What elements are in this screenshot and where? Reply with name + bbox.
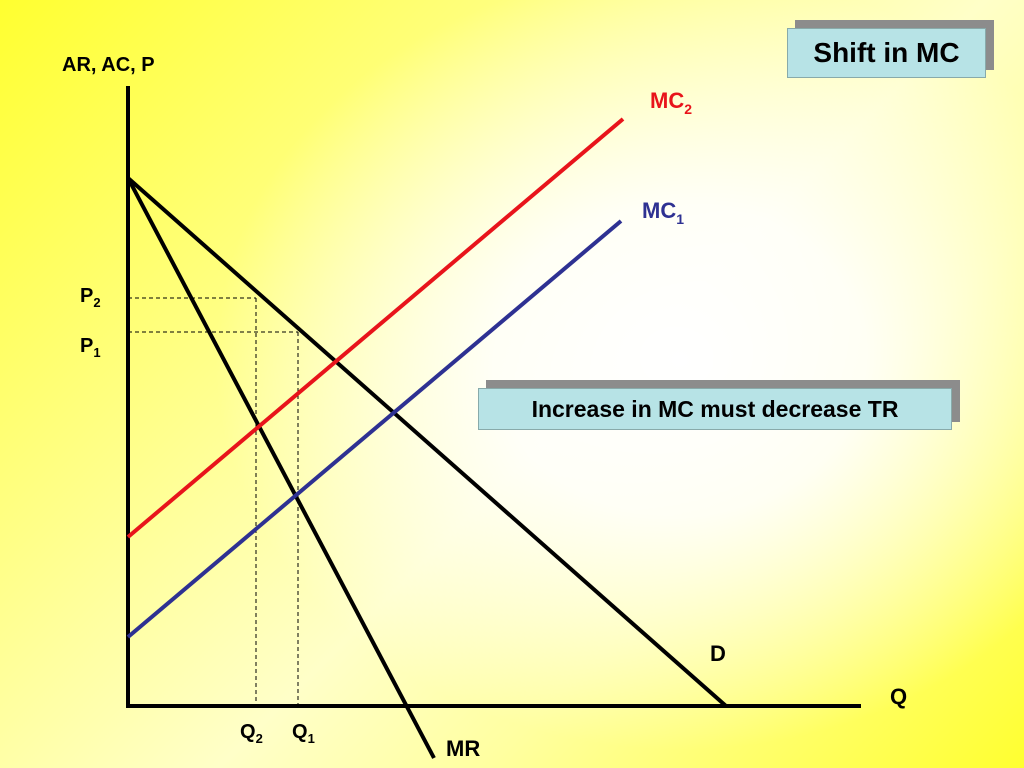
mc2-curve xyxy=(126,117,625,539)
note-box: Increase in MC must decrease TR xyxy=(478,388,952,430)
mc1-label: MC1 xyxy=(642,198,684,227)
x-axis-label: Q xyxy=(890,684,907,709)
mr-curve xyxy=(126,177,436,759)
q2-label: Q2 xyxy=(240,721,263,746)
mr-label: MR xyxy=(446,736,480,761)
p1-label: P1 xyxy=(80,335,101,360)
mc2-label: MC2 xyxy=(650,88,692,117)
demand-label: D xyxy=(710,641,726,666)
q1-label: Q1 xyxy=(292,721,315,746)
demand-curve xyxy=(126,176,728,708)
p2-label: P2 xyxy=(80,285,101,310)
y-axis-label: AR, AC, P xyxy=(62,54,155,76)
title-box: Shift in MC xyxy=(787,28,986,78)
mc1-curve xyxy=(126,219,623,639)
